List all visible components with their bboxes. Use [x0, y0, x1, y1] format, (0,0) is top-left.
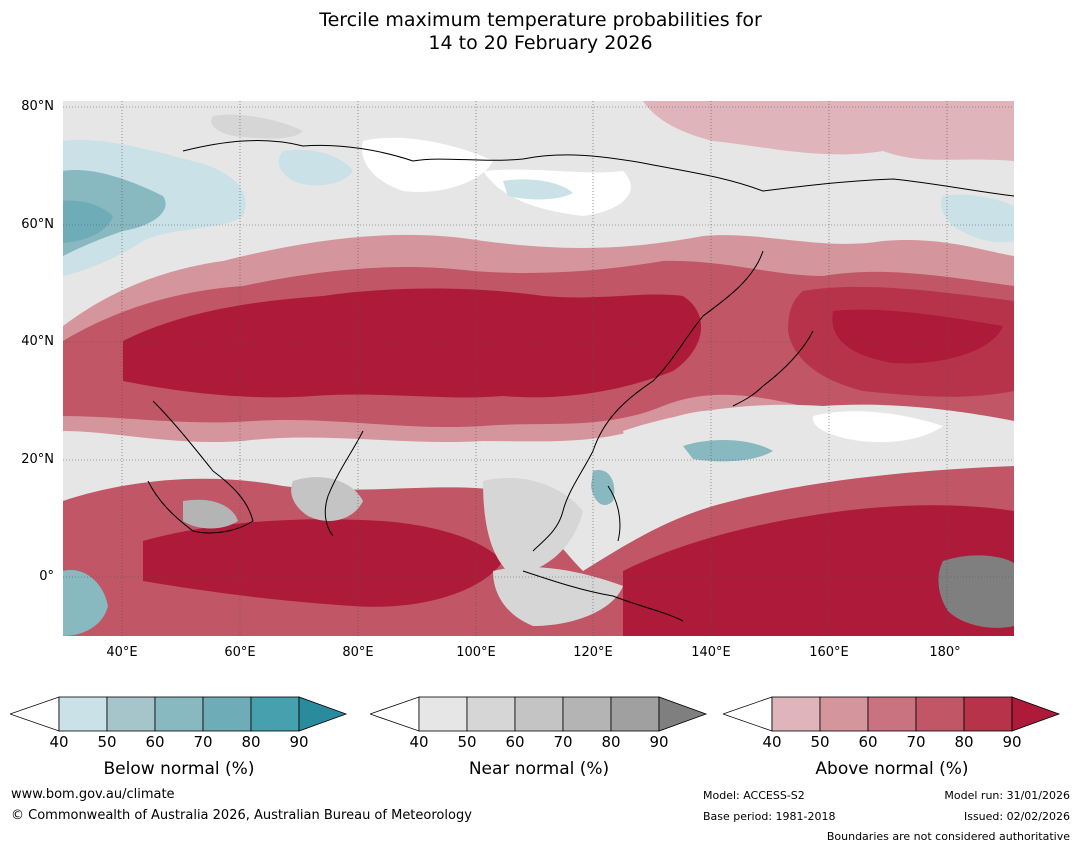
- region-white-pacific: [812, 411, 943, 443]
- colorbar-near-title: Near normal (%): [468, 759, 610, 779]
- region-below-bering: [941, 194, 1014, 243]
- tick-label: 70: [906, 733, 926, 751]
- coastline-philippines: [607, 485, 621, 542]
- lon-label-160e: 160°E: [809, 645, 849, 660]
- probability-map: [63, 101, 1014, 636]
- colorbar-above-seg-3: [867, 696, 917, 732]
- tick-label: 80: [601, 733, 621, 751]
- lon-label-180: 180°: [929, 645, 961, 660]
- coastline-india: [324, 430, 364, 537]
- lon-label-40e: 40°E: [106, 645, 138, 660]
- tick-label: 90: [289, 733, 309, 751]
- lon-label-120e: 120°E: [573, 645, 613, 660]
- model-run-date: Model run: 31/01/2026: [944, 789, 1070, 802]
- colorbar-below-seg-0: [10, 696, 60, 732]
- colorbar-above: [723, 696, 1061, 732]
- colorbar-near-seg-1: [418, 696, 468, 732]
- region-below-africa: [63, 570, 108, 636]
- colorbar-near-seg-2: [466, 696, 516, 732]
- lat-label-80n: 80°N: [21, 99, 54, 114]
- title-line-1: Tercile maximum temperature probabilitie…: [319, 9, 762, 31]
- lat-label-60n: 60°N: [21, 217, 54, 232]
- lat-label-0: 0°: [39, 569, 54, 584]
- region-below-pacific: [683, 439, 773, 462]
- region-arctic-above: [643, 101, 1014, 161]
- colorbar-above-seg-1: [771, 696, 821, 732]
- lat-label-20n: 20°N: [21, 452, 54, 467]
- tick-label: 60: [858, 733, 878, 751]
- tick-label: 40: [49, 733, 69, 751]
- colorbar-below-seg-1: [58, 696, 108, 732]
- copyright-notice: © Commonwealth of Australia 2026, Austra…: [11, 808, 472, 823]
- region-white-siberia: [362, 137, 493, 192]
- coastline-arctic: [182, 140, 1014, 197]
- tick-label: 70: [553, 733, 573, 751]
- issued-date: Issued: 02/02/2026: [963, 810, 1070, 823]
- coastlines: [147, 140, 1014, 622]
- region-near-sw-pacific: [938, 555, 1014, 628]
- tick-label: 50: [457, 733, 477, 751]
- region-below-philippines: [591, 470, 615, 506]
- lon-label-140e: 140°E: [691, 645, 731, 660]
- colorbar-below-seg-6: [298, 696, 348, 732]
- region-grey-patch: [211, 114, 303, 139]
- tick-label: 50: [810, 733, 830, 751]
- colorbar-above-title: Above normal (%): [815, 759, 969, 779]
- colorbar-near-seg-0: [370, 696, 420, 732]
- colorbar-below: [10, 696, 348, 732]
- colorbar-above-seg-0: [723, 696, 773, 732]
- boundary-disclaimer: Boundaries are not considered authoritat…: [826, 830, 1070, 843]
- tick-label: 40: [409, 733, 429, 751]
- region-below-ural: [278, 149, 353, 186]
- title-line-2: 14 to 20 February 2026: [428, 32, 653, 54]
- region-above-indian-ocean: [143, 519, 503, 607]
- coastline-indonesia: [522, 570, 684, 622]
- coastline-arabia: [147, 400, 254, 534]
- tick-label: 60: [505, 733, 525, 751]
- colorbar-above-seg-4: [915, 696, 965, 732]
- map-canvas: [63, 101, 1014, 636]
- colorbar-near: [370, 696, 708, 732]
- lon-label-80e: 80°E: [342, 645, 374, 660]
- graticule: [63, 101, 1014, 636]
- region-below-nw-3: [63, 200, 113, 243]
- colorbar-below-seg-2: [106, 696, 156, 732]
- colorbar-above-seg-5: [963, 696, 1013, 732]
- model-name: Model: ACCESS-S2: [703, 789, 805, 802]
- region-below-siberia: [503, 179, 573, 200]
- coastline-east-asia: [532, 250, 764, 552]
- website-link[interactable]: www.bom.gov.au/climate: [11, 787, 175, 802]
- tick-label: 90: [649, 733, 669, 751]
- coastline-japan: [732, 330, 814, 407]
- colorbar-below-title: Below normal (%): [103, 759, 255, 779]
- tick-label: 80: [954, 733, 974, 751]
- base-period: Base period: 1981-2018: [703, 810, 836, 823]
- lon-label-100e: 100°E: [456, 645, 496, 660]
- lat-label-40n: 40°N: [21, 334, 54, 349]
- tick-label: 80: [241, 733, 261, 751]
- colorbar-near-seg-5: [610, 696, 660, 732]
- tick-label: 40: [762, 733, 782, 751]
- colorbar-near-seg-4: [562, 696, 612, 732]
- lon-label-60e: 60°E: [224, 645, 256, 660]
- tick-label: 70: [193, 733, 213, 751]
- colorbar-below-seg-3: [154, 696, 204, 732]
- region-above-pacific-core: [832, 309, 1003, 364]
- colorbar-above-seg-2: [819, 696, 869, 732]
- region-near-arabia: [183, 499, 238, 529]
- tick-label: 60: [145, 733, 165, 751]
- region-above-core-asia: [123, 288, 702, 398]
- region-near-indochina: [483, 477, 583, 576]
- region-above-west-pacific: [623, 505, 1014, 636]
- colorbar-near-seg-3: [514, 696, 564, 732]
- colorbar-above-seg-6: [1011, 696, 1061, 732]
- tick-label: 90: [1002, 733, 1022, 751]
- colorbar-near-seg-6: [658, 696, 708, 732]
- colorbar-below-seg-4: [202, 696, 252, 732]
- colorbar-below-seg-5: [250, 696, 300, 732]
- tick-label: 50: [97, 733, 117, 751]
- region-near-maritime: [493, 566, 623, 626]
- chart-title: Tercile maximum temperature probabilitie…: [0, 9, 1081, 55]
